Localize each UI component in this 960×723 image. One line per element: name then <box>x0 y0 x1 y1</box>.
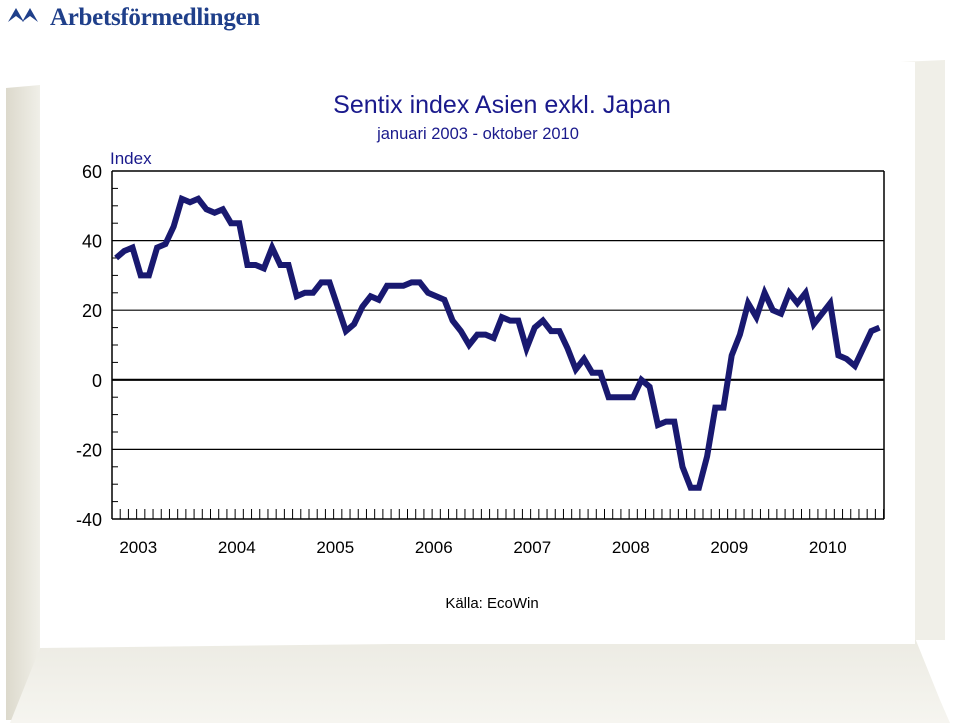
y-tick-label: -20 <box>76 440 102 460</box>
y-tick-label: 60 <box>82 162 102 182</box>
x-axis-ticks: 2003 2004 2005 2006 2007 2008 2009 2010 <box>111 509 885 557</box>
x-tick-label: 2007 <box>513 538 551 557</box>
x-tick-label: 2003 <box>119 538 157 557</box>
series-line <box>114 194 881 491</box>
y-tick-label: -40 <box>76 510 102 530</box>
y-tick-label: 0 <box>92 371 102 391</box>
chart-subtitle: januari 2003 - oktober 2010 <box>376 125 579 143</box>
y-tick-label: 40 <box>82 232 102 252</box>
brand-mark-icon <box>8 8 38 22</box>
series-group <box>114 194 881 491</box>
x-tick-label: 2005 <box>316 538 354 557</box>
source-note: Källa: EcoWin <box>445 595 538 612</box>
backdrop-bottom <box>10 638 950 723</box>
brand-name: Arbetsförmedlingen <box>50 4 260 31</box>
x-tick-label: 2010 <box>809 538 847 557</box>
brand-logo: Arbetsförmedlingen <box>6 2 260 34</box>
chart-panel <box>40 62 915 644</box>
x-tick-label: 2009 <box>710 538 748 557</box>
backdrop-left <box>6 85 40 720</box>
y-axis-label: Index <box>110 149 152 168</box>
y-axis-ticks: -40 -20 0 20 40 60 <box>76 162 118 530</box>
y-tick-label: 20 <box>82 301 102 321</box>
x-tick-label: 2008 <box>612 538 650 557</box>
x-tick-label: 2006 <box>415 538 453 557</box>
x-tick-label: 2004 <box>218 538 256 557</box>
chart-title: Sentix index Asien exkl. Japan <box>333 91 671 119</box>
